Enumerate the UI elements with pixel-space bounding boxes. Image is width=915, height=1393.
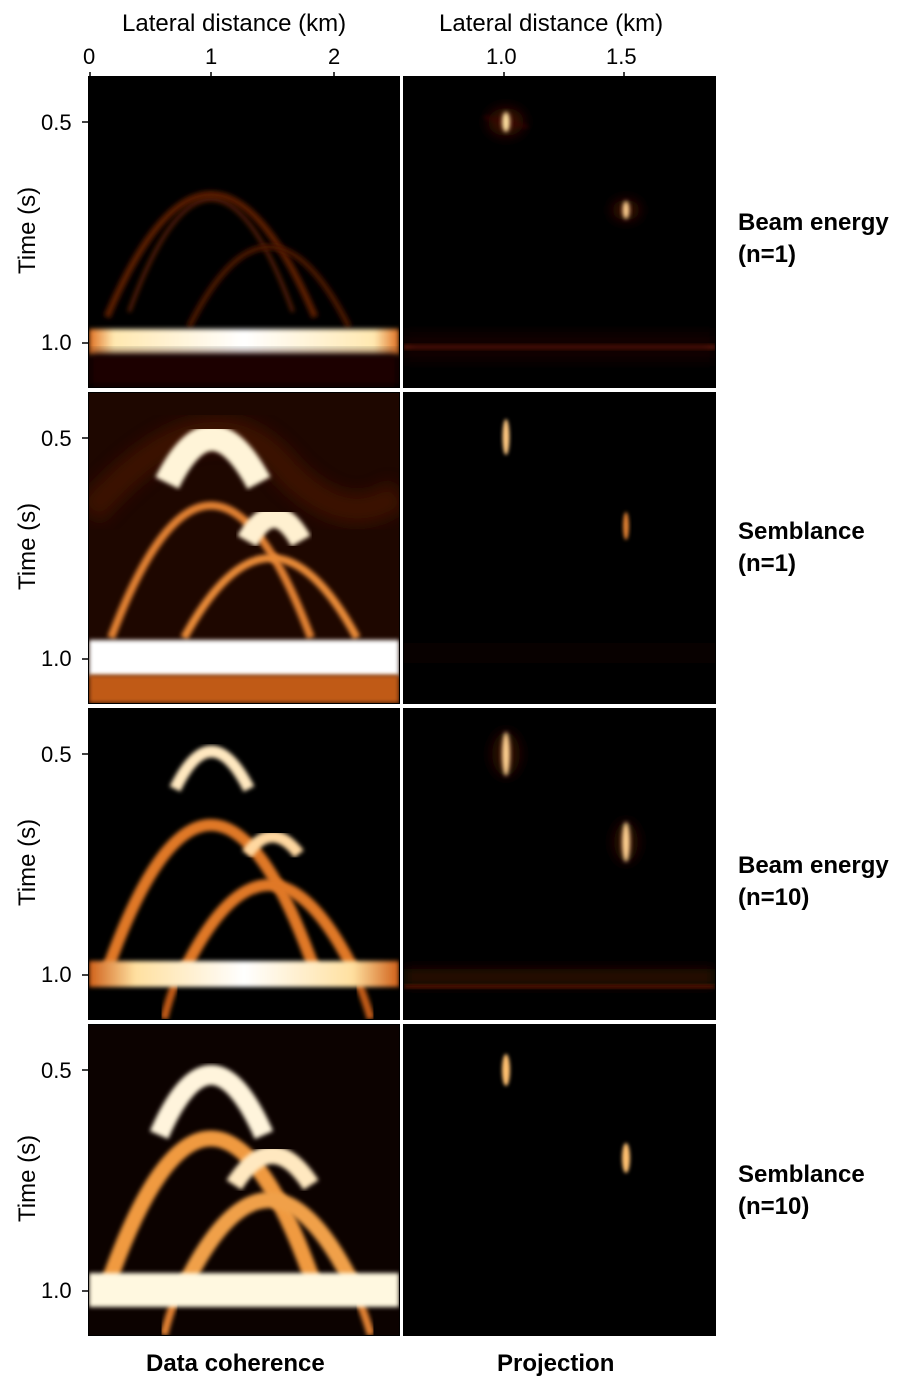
y-tick-label: 1.0 (41, 1278, 72, 1303)
y-tick-label: 0.5 (41, 110, 72, 135)
left-x-axis-title: Lateral distance (km) (122, 10, 347, 37)
y-tick-label: 1.0 (41, 330, 72, 355)
data-coherence-panel-beam-n10 (89, 709, 399, 1019)
left-x-tick-label: 2 (328, 44, 341, 69)
y-axis-title: Time (s) (14, 186, 41, 274)
projection-panel-semblance-n10 (404, 1025, 715, 1335)
data-coherence-panel-semblance-n1 (89, 393, 399, 703)
right-x-tick-label: 1.0 (486, 44, 517, 69)
left-x-tick-label: 1 (205, 44, 218, 69)
row-label: Beam energy (n=1) (738, 209, 889, 268)
row-label: Semblance (n=10) (738, 1161, 865, 1220)
right-x-axis-title: Lateral distance (km) (439, 10, 664, 37)
data-coherence-panel-beam-n1 (89, 77, 399, 387)
left-x-tick-label: 0 (83, 44, 96, 69)
y-tick-label: 0.5 (41, 742, 72, 767)
column-label-data-coherence: Data coherence (146, 1350, 325, 1377)
y-tick-label: 1.0 (41, 646, 72, 671)
y-tick-label: 0.5 (41, 1058, 72, 1083)
projection-panel-beam-n10 (404, 709, 715, 1019)
y-tick-label: 1.0 (41, 962, 72, 987)
column-label-projection: Projection (497, 1350, 615, 1377)
row-label: Beam energy (n=10) (738, 852, 889, 911)
projection-panel-semblance-n1 (404, 393, 715, 703)
right-x-tick-label: 1.5 (606, 44, 637, 69)
projection-panel-beam-n1 (404, 77, 715, 387)
top-tick-marks (89, 72, 625, 80)
y-tick-label: 0.5 (41, 426, 72, 451)
y-axis-title: Time (s) (14, 502, 41, 590)
y-axis-title: Time (s) (14, 1134, 41, 1222)
y-axis-title: Time (s) (14, 818, 41, 906)
row-label: Semblance (n=1) (738, 518, 865, 577)
data-coherence-panel-semblance-n10 (89, 1025, 399, 1335)
